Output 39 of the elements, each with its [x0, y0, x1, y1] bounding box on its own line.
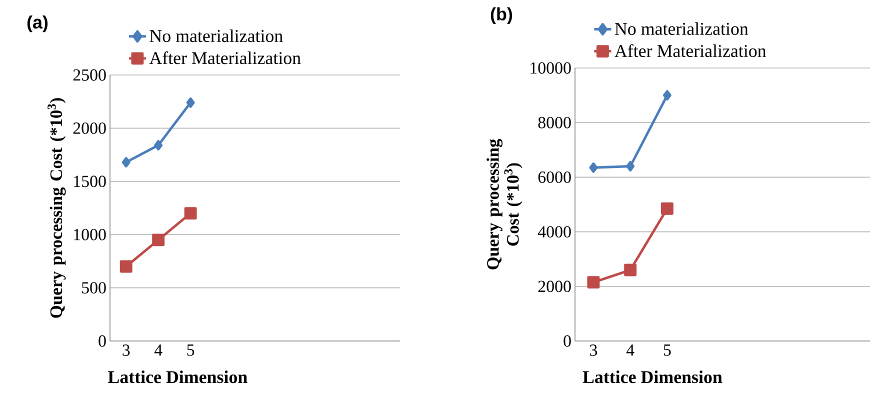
- y-tick-label: 1500: [74, 176, 106, 188]
- y-tick-label: 2000: [538, 280, 571, 292]
- x-tick-label: 3: [122, 344, 130, 356]
- chart-title: (a): [27, 15, 48, 32]
- y-tick-label: 2000: [73, 122, 106, 134]
- point: [626, 161, 635, 172]
- x-tick-label: 5: [664, 344, 671, 356]
- chart-title: (b): [490, 7, 512, 24]
- y-tick-label: 500: [82, 282, 106, 294]
- legend-label: After Materialization: [149, 51, 301, 64]
- point: [660, 202, 674, 215]
- legend-label: No materialization: [614, 22, 748, 35]
- x-axis-title: Lattice Dimension: [108, 370, 248, 384]
- point: [152, 234, 165, 246]
- y-tick-label: 4000: [538, 226, 571, 238]
- legend-label: After Materialization: [614, 44, 766, 58]
- point: [662, 90, 672, 101]
- legend-label: No materialization: [150, 29, 283, 42]
- x-axis-title: Lattice Dimension: [582, 370, 722, 384]
- y-axis-title: Query processing Cost (*10$^{3}$): [48, 98, 66, 318]
- y-tick-label: 2500: [73, 69, 106, 81]
- x-tick-label: 3: [590, 344, 598, 356]
- point: [589, 162, 598, 173]
- x-tick-label: 4: [626, 344, 634, 356]
- y-tick-label: 10000: [530, 62, 571, 74]
- y-tick-label: 8000: [538, 116, 571, 128]
- point: [587, 276, 600, 289]
- y-tick-label: 0: [564, 335, 571, 347]
- x-tick-label: 5: [187, 344, 194, 356]
- point: [154, 140, 163, 150]
- x-tick-label: 4: [154, 344, 162, 356]
- point: [186, 97, 195, 108]
- point: [624, 264, 637, 276]
- point: [120, 260, 132, 273]
- y-tick-label: 6000: [538, 171, 571, 183]
- point: [122, 157, 130, 168]
- point: [184, 207, 197, 220]
- y-tick-label: 0: [98, 335, 106, 347]
- y-tick-label: 1000: [74, 228, 106, 240]
